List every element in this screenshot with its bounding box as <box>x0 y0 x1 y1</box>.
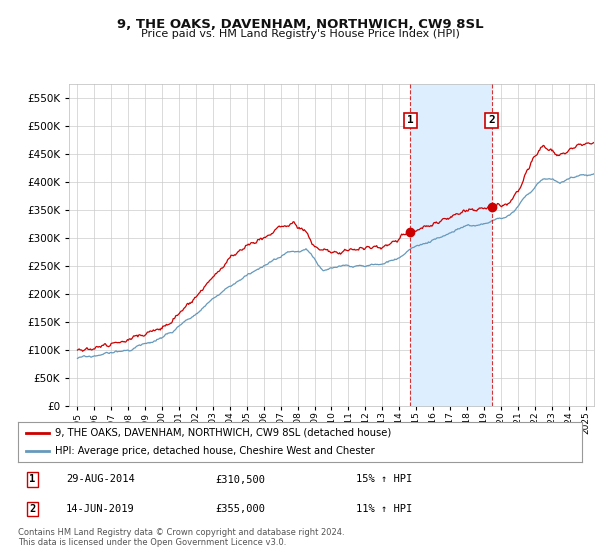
Text: £310,500: £310,500 <box>215 474 265 484</box>
Text: Contains HM Land Registry data © Crown copyright and database right 2024.
This d: Contains HM Land Registry data © Crown c… <box>18 528 344 547</box>
Text: 14-JUN-2019: 14-JUN-2019 <box>66 504 134 514</box>
Text: 15% ↑ HPI: 15% ↑ HPI <box>356 474 413 484</box>
Text: 29-AUG-2014: 29-AUG-2014 <box>66 474 134 484</box>
Text: 1: 1 <box>29 474 35 484</box>
Text: 2: 2 <box>488 115 495 125</box>
Text: 2: 2 <box>29 504 35 514</box>
Text: 9, THE OAKS, DAVENHAM, NORTHWICH, CW9 8SL: 9, THE OAKS, DAVENHAM, NORTHWICH, CW9 8S… <box>116 18 484 31</box>
Text: Price paid vs. HM Land Registry's House Price Index (HPI): Price paid vs. HM Land Registry's House … <box>140 29 460 39</box>
Text: £355,000: £355,000 <box>215 504 265 514</box>
Text: 1: 1 <box>407 115 414 125</box>
Text: 11% ↑ HPI: 11% ↑ HPI <box>356 504 413 514</box>
Text: HPI: Average price, detached house, Cheshire West and Chester: HPI: Average price, detached house, Ches… <box>55 446 374 456</box>
Text: 9, THE OAKS, DAVENHAM, NORTHWICH, CW9 8SL (detached house): 9, THE OAKS, DAVENHAM, NORTHWICH, CW9 8S… <box>55 428 391 437</box>
